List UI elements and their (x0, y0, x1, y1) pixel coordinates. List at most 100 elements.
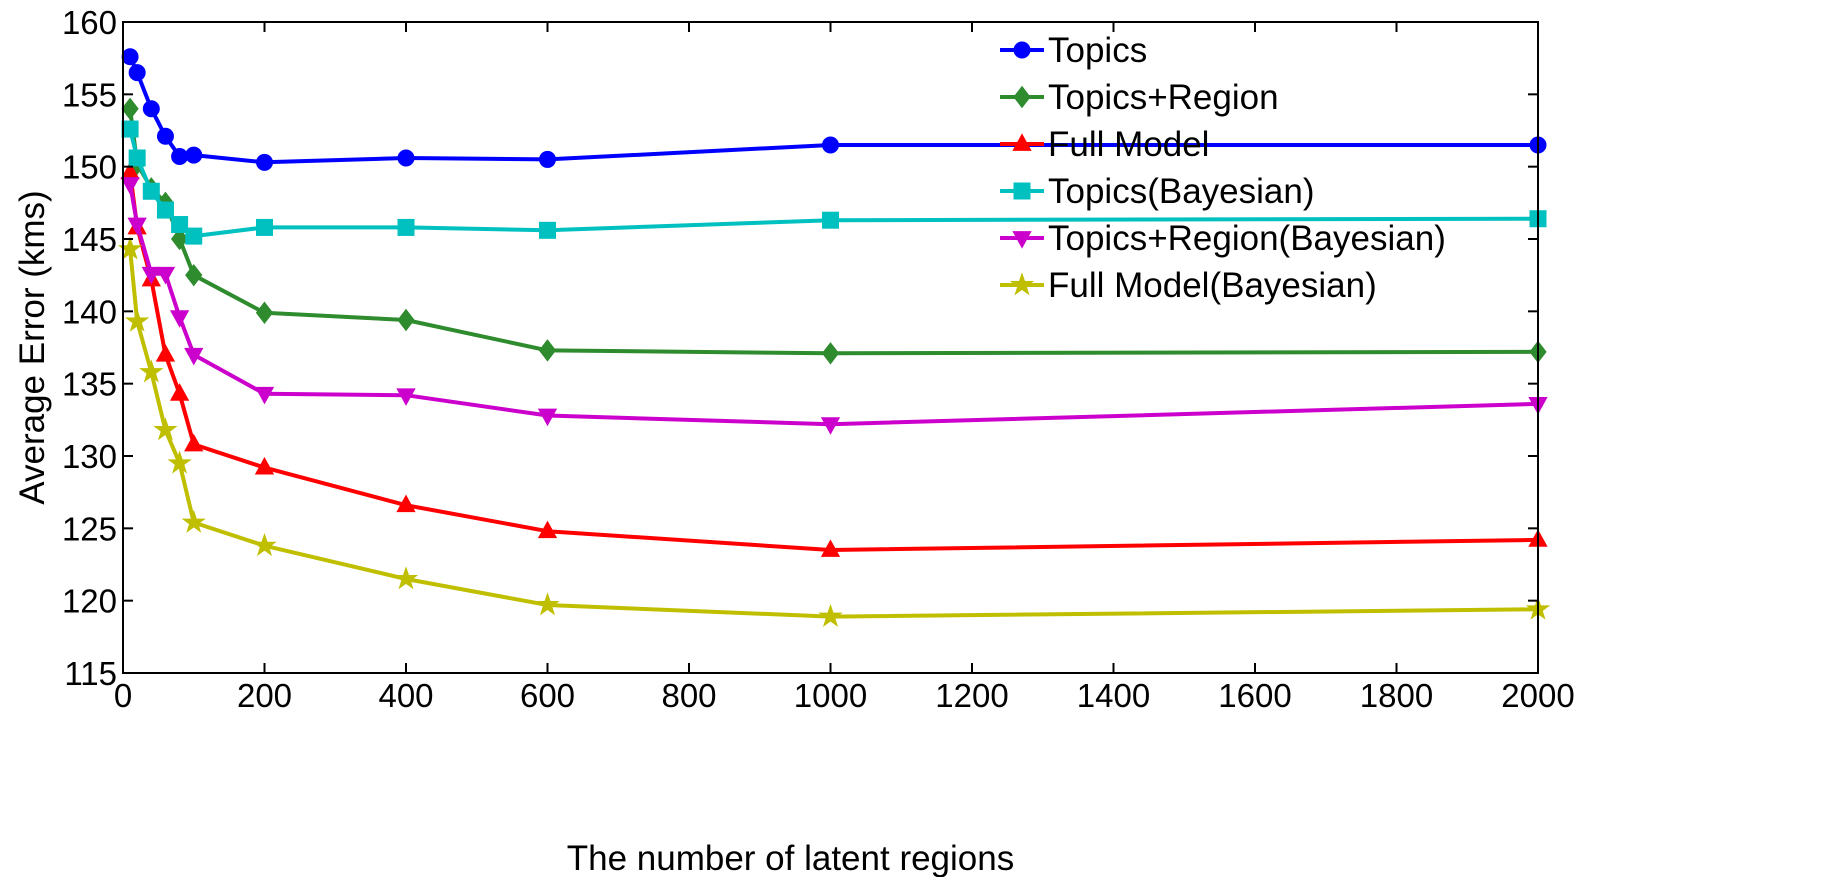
data-point (256, 218, 273, 236)
data-point (397, 308, 415, 332)
data-point (121, 120, 139, 138)
y-tick-label: 150 (62, 149, 117, 186)
legend-label: Topics(Bayesian) (1048, 172, 1315, 211)
data-point (184, 433, 204, 452)
data-point (153, 417, 178, 441)
data-point (155, 266, 176, 285)
data-point (396, 388, 416, 406)
series-0 (121, 48, 1547, 171)
x-tick-label: 600 (520, 677, 575, 714)
y-tick-label: 120 (62, 583, 117, 620)
legend-label: Full Model(Bayesian) (1048, 266, 1377, 305)
data-point (156, 127, 174, 145)
data-point (820, 417, 841, 435)
x-tick-label: 1800 (1360, 677, 1433, 714)
data-point (170, 227, 189, 251)
data-point (184, 347, 204, 366)
legend-swatch-marker (1012, 133, 1032, 151)
y-tick-label: 155 (62, 76, 117, 113)
legend-label: Topics+Region (1048, 78, 1279, 117)
data-point (254, 386, 275, 405)
y-axis-title: Average Error (kms) (13, 190, 52, 504)
data-point (822, 211, 839, 229)
x-tick-label: 1600 (1218, 677, 1291, 714)
legend-label: Topics+Region(Bayesian) (1048, 219, 1446, 258)
data-point (120, 177, 140, 195)
data-point (256, 153, 273, 171)
y-tick-label: 140 (62, 293, 117, 330)
y-tick-label: 125 (62, 510, 117, 547)
data-point (121, 97, 139, 121)
data-point (539, 150, 556, 168)
y-tick-label: 130 (62, 438, 117, 475)
data-point (167, 450, 192, 474)
x-tick-label: 1200 (935, 677, 1008, 714)
data-point (171, 216, 189, 234)
data-point (127, 217, 147, 236)
legend-swatch-marker (1013, 85, 1031, 109)
x-tick-label: 400 (378, 677, 433, 714)
legend-item: Full Model (1000, 125, 1209, 164)
series-3 (121, 120, 1547, 245)
y-axis: 115 120 125 130 135 140 145 150 155 160 (62, 4, 1538, 692)
data-point (185, 146, 203, 164)
data-point (822, 136, 839, 154)
data-point (535, 592, 560, 616)
data-point (820, 539, 841, 557)
legend-swatch-marker (1012, 231, 1032, 249)
data-point (181, 509, 206, 533)
legend: Topics Topics+Region Full Model Topics(Baye… (1000, 31, 1446, 305)
data-point (125, 308, 150, 332)
x-tick-label: 800 (661, 677, 716, 714)
legend-item: Full Model(Bayesian) (1000, 266, 1377, 305)
y-tick-label: 115 (64, 655, 117, 692)
legend-item: Topics+Region(Bayesian) (1000, 219, 1446, 258)
data-point (169, 383, 190, 401)
series-5 (117, 236, 1551, 627)
plot-area (117, 48, 1551, 627)
x-axis-title: The number of latent regions (567, 839, 1014, 877)
data-point (185, 227, 203, 245)
data-point (538, 339, 557, 362)
x-tick-label: 200 (237, 677, 292, 714)
data-point (171, 148, 189, 166)
legend-label: Topics (1048, 31, 1147, 70)
data-point (397, 149, 415, 167)
data-point (252, 532, 277, 557)
y-tick-label: 135 (62, 366, 117, 403)
x-tick-label: 1000 (794, 677, 867, 714)
x-tick-label: 1400 (1077, 677, 1150, 714)
data-point (155, 344, 176, 362)
data-point (142, 100, 160, 118)
data-point (128, 64, 146, 82)
data-point (821, 342, 840, 365)
data-point (185, 263, 203, 287)
data-point (139, 359, 164, 383)
series-4 (120, 177, 1548, 435)
y-tick-label: 160 (62, 4, 117, 41)
y-tick-label: 145 (62, 221, 117, 258)
x-tick-label: 2000 (1501, 677, 1574, 714)
legend-swatch-marker (1013, 182, 1031, 200)
data-point (537, 408, 558, 427)
x-axis: 0 200 400 600 800 1000 1200 1400 1600 1800 2000 (114, 22, 1575, 714)
legend-label: Full Model (1048, 125, 1209, 164)
data-point (156, 201, 174, 219)
data-point (254, 456, 275, 475)
data-point (537, 520, 558, 539)
data-point (396, 494, 416, 513)
data-point (818, 603, 843, 627)
data-point (141, 266, 161, 285)
legend-item: Topics(Bayesian) (1000, 172, 1315, 211)
data-point (255, 301, 274, 325)
data-point (128, 149, 146, 167)
legend-swatch-marker (1013, 41, 1031, 59)
data-point (121, 48, 139, 66)
legend-item: Topics+Region (1000, 78, 1279, 117)
x-tick-label: 0 (114, 677, 132, 714)
legend-swatch-marker (1009, 272, 1035, 296)
data-point (393, 566, 419, 590)
